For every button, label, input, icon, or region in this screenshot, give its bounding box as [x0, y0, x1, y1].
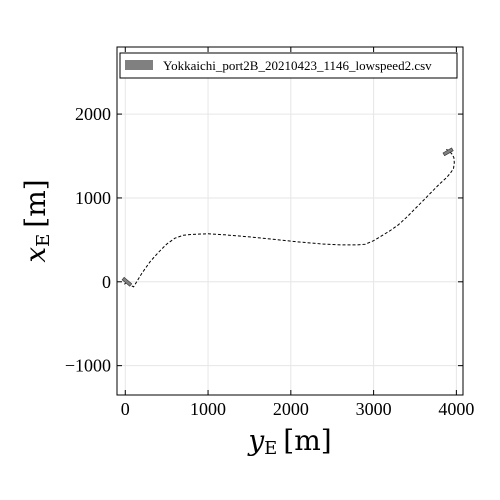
y-axis-label-sub: E	[33, 234, 54, 247]
series-line	[124, 148, 455, 288]
x-tick-label: 0	[121, 399, 130, 419]
x-axis-label-unit: [m]	[283, 424, 331, 457]
ticks: 0 1000 2000 3000 4000 −1000 0 1000 2000	[65, 47, 474, 419]
series-layer	[124, 148, 455, 288]
x-tick-label: 3000	[356, 399, 392, 419]
x-axis-label-sub: E	[264, 438, 277, 459]
grid	[117, 47, 463, 395]
y-tick-label: 0	[102, 272, 111, 292]
y-tick-label: 1000	[75, 188, 111, 208]
legend: Yokkaichi_port2B_20210423_1146_lowspeed2…	[119, 52, 458, 79]
y-axis-label-unit: [m]	[19, 179, 52, 227]
x-tick-label: 1000	[190, 399, 226, 419]
ship-marker	[442, 147, 454, 157]
plot-frame	[116, 46, 464, 396]
ship-marker	[121, 276, 133, 287]
x-axis-label-main: y	[246, 424, 265, 457]
y-axis-label-main: x	[19, 247, 52, 263]
x-tick-label: 4000	[438, 399, 474, 419]
y-tick-label: 2000	[75, 104, 111, 124]
y-axis-label: xE [m]	[19, 179, 54, 262]
x-axis-label: yE [m]	[246, 424, 331, 459]
legend-entry: Yokkaichi_port2B_20210423_1146_lowspeed2…	[163, 58, 432, 73]
x-tick-label: 2000	[273, 399, 309, 419]
legend-box	[119, 52, 458, 79]
ship-markers	[121, 147, 454, 287]
legend-swatch	[125, 60, 153, 70]
y-tick-label: −1000	[65, 356, 111, 376]
